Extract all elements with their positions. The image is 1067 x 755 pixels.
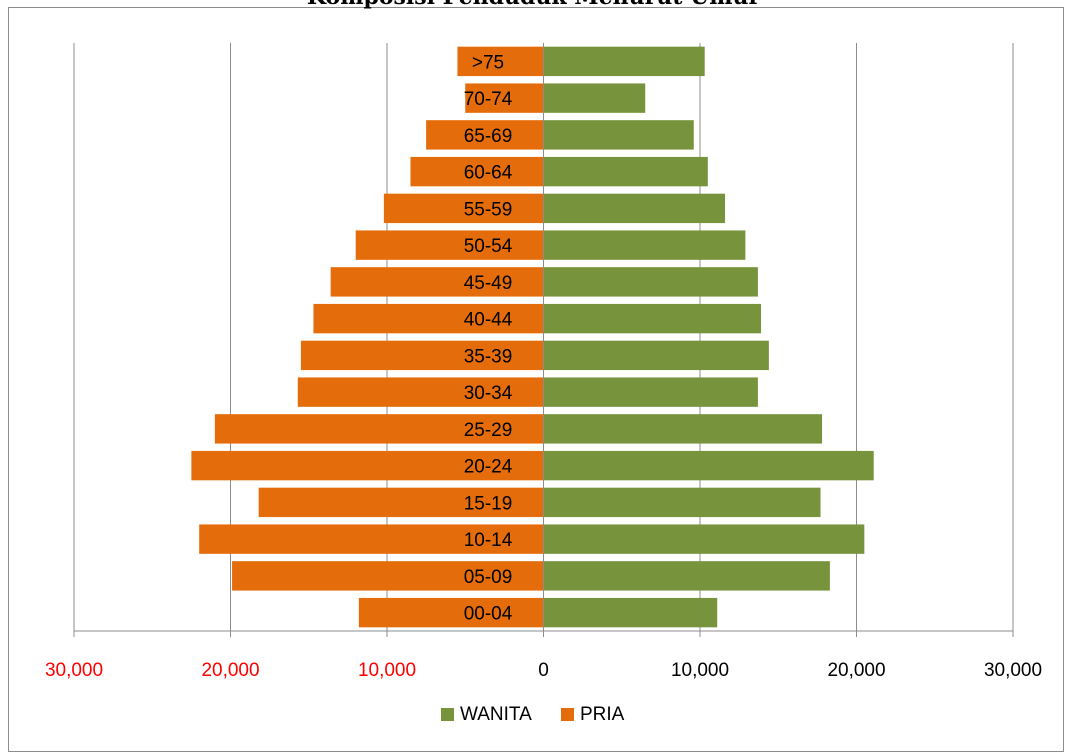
bar-pria-14	[465, 83, 544, 113]
legend-swatch-pria	[561, 708, 574, 721]
category-label-4: 20-24	[464, 457, 513, 478]
bar-wanita-10	[543, 230, 746, 260]
chart-frame	[8, 7, 1064, 752]
bar-wanita-11	[543, 193, 726, 224]
category-label-6: 30-34	[464, 383, 513, 404]
category-label-1: 05-09	[464, 567, 513, 588]
tick-label-6: 30,000	[984, 660, 1042, 681]
bar-pria-11	[383, 193, 544, 224]
tick-label-4: 10,000	[671, 660, 729, 681]
bar-wanita-13	[543, 120, 694, 150]
bar-pria-5	[214, 414, 544, 444]
category-label-11: 55-59	[464, 199, 513, 220]
bar-wanita-7	[543, 340, 769, 371]
bar-pria-3	[258, 487, 544, 518]
bar-wanita-3	[543, 487, 821, 518]
bar-pria-7	[300, 340, 544, 371]
category-label-2: 10-14	[464, 530, 513, 551]
legend-label-wanita: WANITA	[460, 704, 532, 725]
x-axis: 30,000 20,000 10,000 0 10,000 20,000 30,000	[45, 43, 1042, 681]
category-label-9: 45-49	[464, 273, 513, 294]
bar-wanita-6	[543, 377, 758, 407]
legend-label-pria: PRIA	[580, 704, 625, 725]
category-label-0: 00-04	[464, 604, 513, 625]
category-label-15: >75	[472, 52, 504, 73]
bar-pria-1	[232, 561, 544, 591]
bar-wanita-1	[543, 561, 830, 591]
category-label-3: 15-19	[464, 493, 513, 514]
bar-wanita-15	[543, 46, 705, 77]
bar-wanita-2	[543, 524, 865, 554]
tick-label-5: 20,000	[827, 660, 885, 681]
bar-pria-15	[457, 46, 544, 77]
category-label-8: 40-44	[464, 310, 513, 331]
bar-wanita-8	[543, 303, 762, 334]
bar-pria-4	[191, 450, 544, 481]
bar-pria-13	[426, 120, 544, 150]
legend: WANITA PRIA	[441, 704, 625, 725]
tick-label-3: 0	[538, 660, 549, 681]
bar-pria-10	[355, 230, 544, 260]
bar-pria-6	[297, 377, 544, 407]
bar-pria-9	[330, 267, 544, 297]
bar-wanita-4	[543, 450, 874, 481]
legend-swatch-wanita	[441, 708, 454, 721]
category-label-10: 50-54	[464, 236, 513, 257]
category-label-7: 35-39	[464, 346, 513, 367]
category-label-12: 60-64	[464, 163, 513, 184]
category-label-14: 70-74	[464, 89, 513, 110]
category-label-5: 25-29	[464, 420, 513, 441]
chart-title: Komposisi Penduduk Menurut Umur	[0, 0, 1067, 10]
bar-wanita-0	[543, 597, 718, 628]
bar-wanita-5	[543, 414, 823, 444]
bar-wanita-14	[543, 83, 646, 113]
category-label-13: 65-69	[464, 126, 513, 147]
bar-pria-0	[358, 597, 544, 628]
bar-pria-2	[199, 524, 544, 554]
tick-label-2: 10,000	[358, 660, 416, 681]
category-labels: 00-04 05-09 10-14 15-19 20-24 25-29 30-34 35-39…	[464, 52, 513, 624]
bar-wanita-9	[543, 267, 758, 297]
tick-label-1: 20,000	[201, 660, 259, 681]
bar-pria-8	[313, 303, 544, 334]
bar-wanita-12	[543, 156, 708, 187]
tick-label-0: 30,000	[45, 660, 103, 681]
bars	[191, 46, 874, 628]
bar-pria-12	[410, 156, 544, 187]
